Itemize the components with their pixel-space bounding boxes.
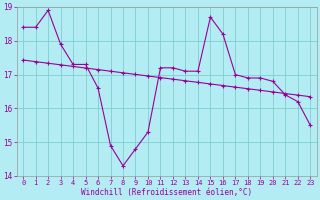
X-axis label: Windchill (Refroidissement éolien,°C): Windchill (Refroidissement éolien,°C) [81, 188, 252, 197]
